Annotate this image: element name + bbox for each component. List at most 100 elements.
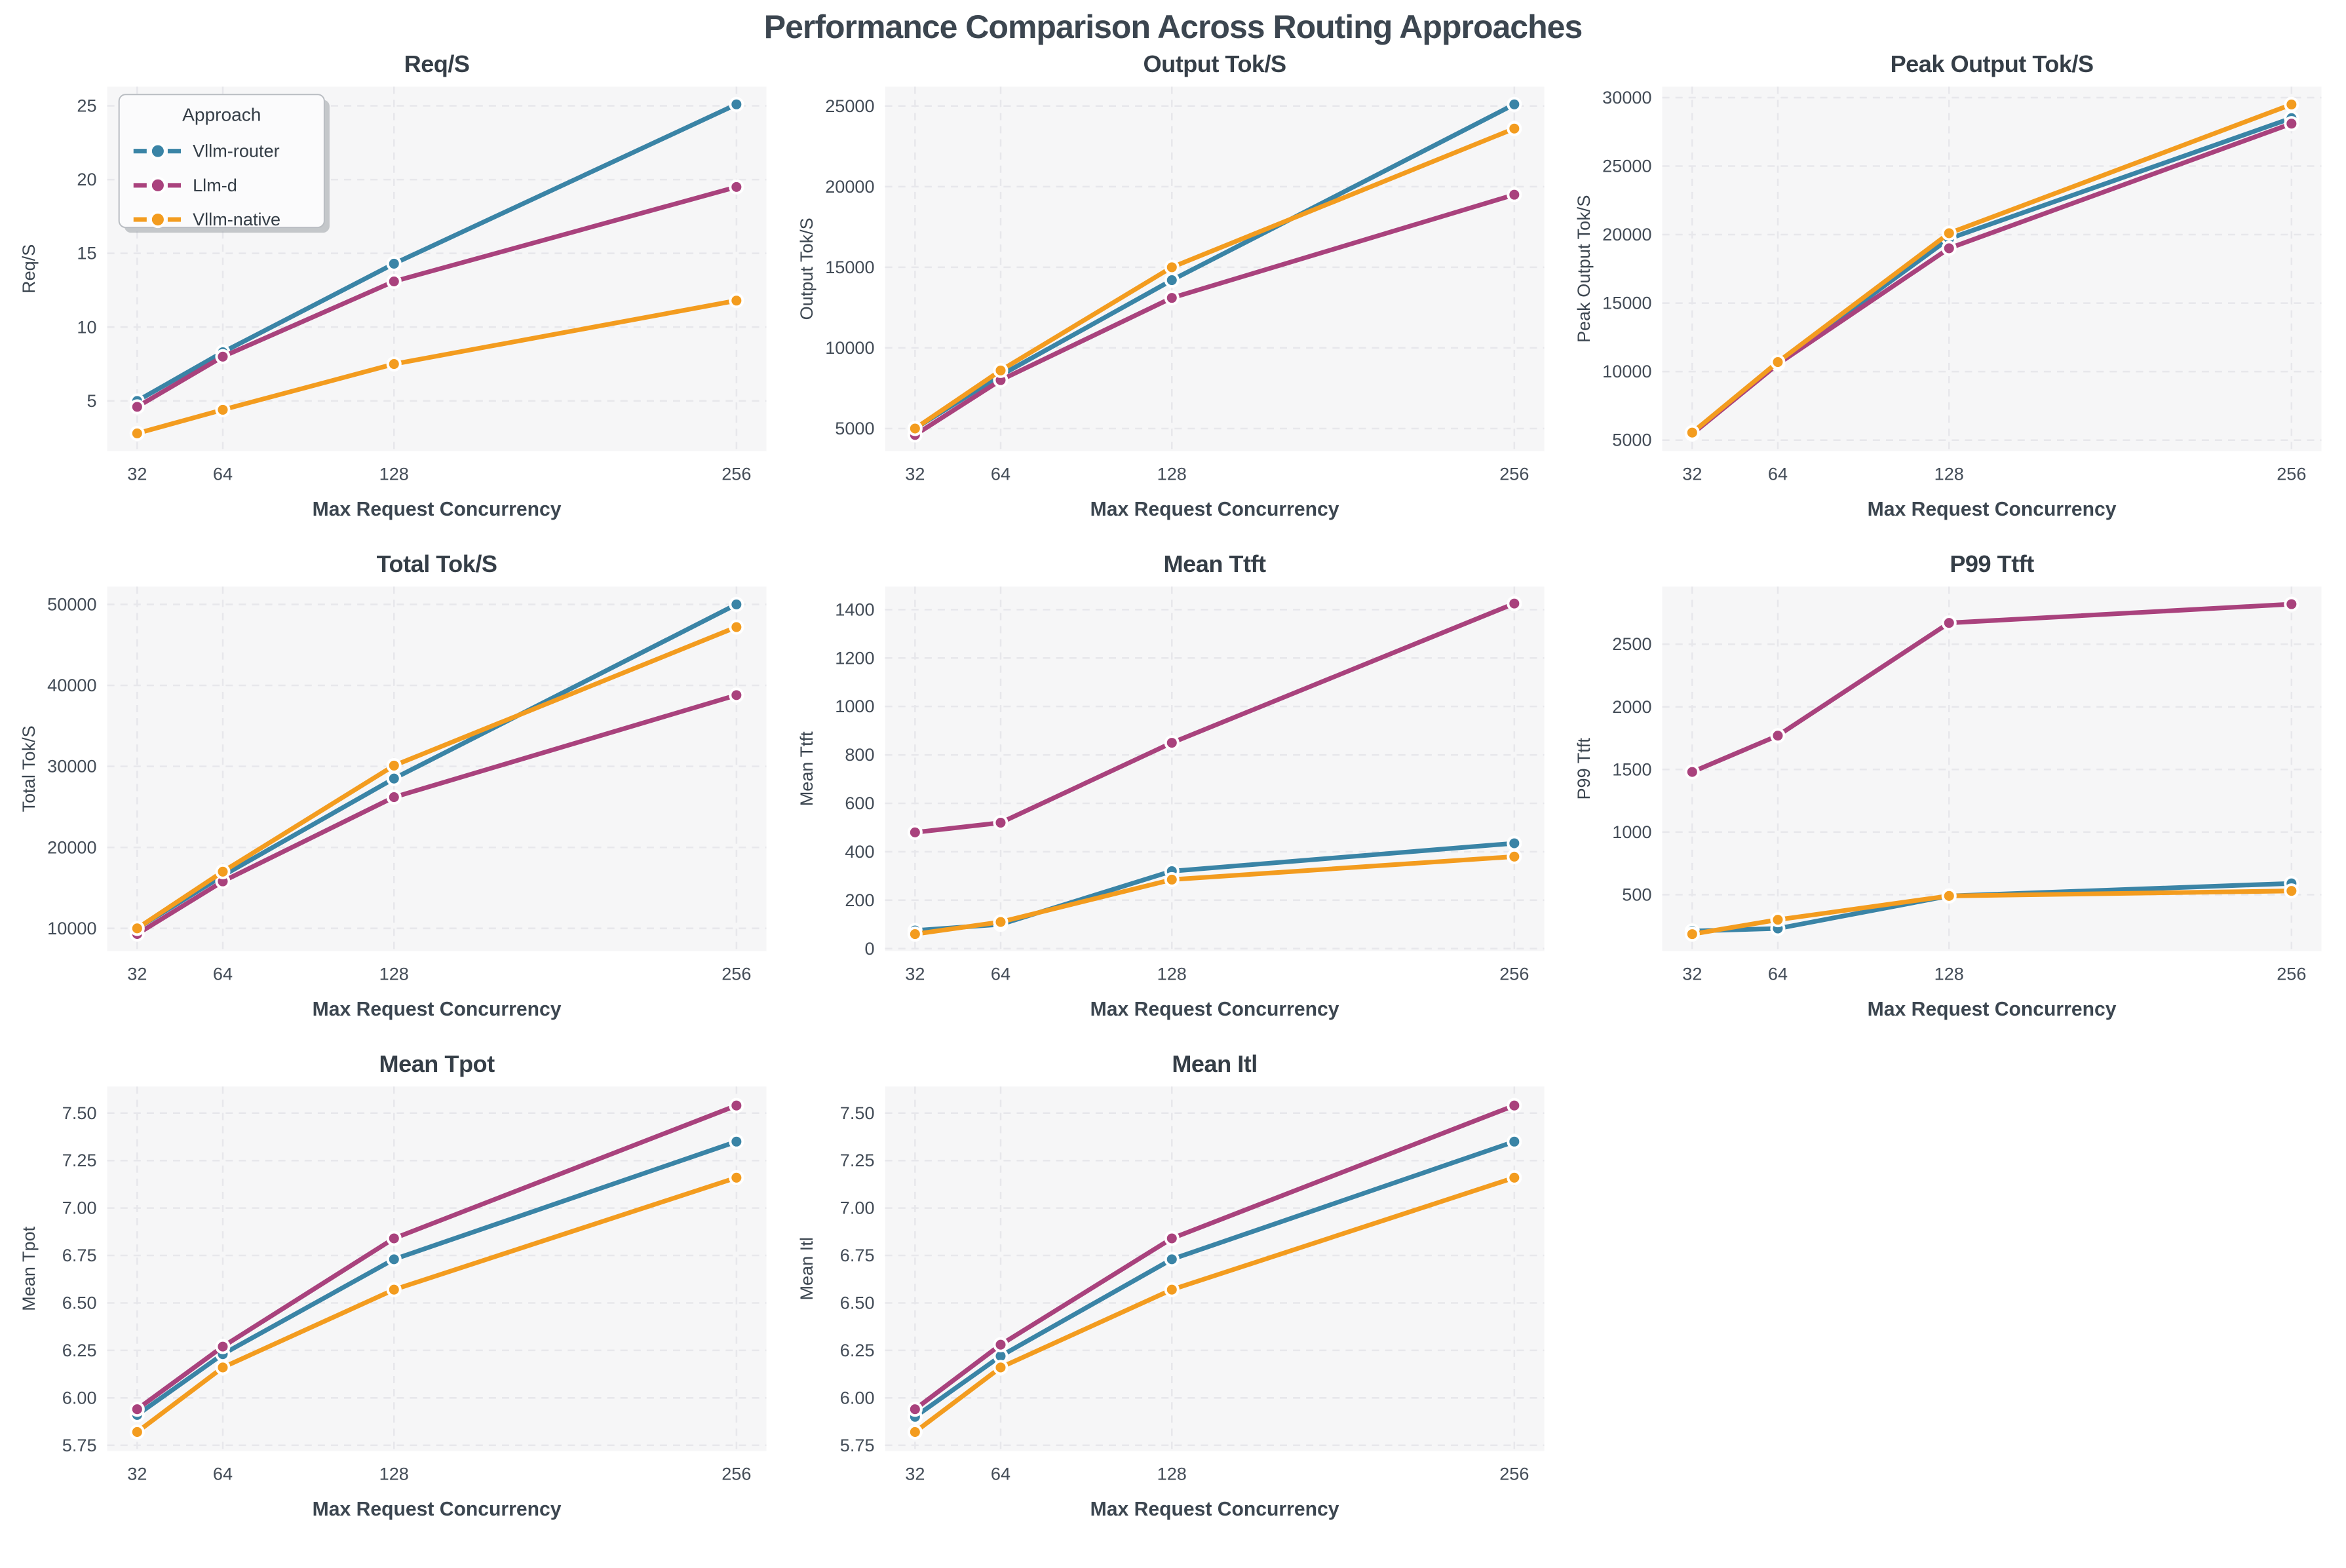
y-tick-label: 0: [864, 938, 874, 959]
x-tick-label: 128: [1157, 464, 1186, 484]
data-marker-vllm-native: [1164, 871, 1180, 887]
y-tick-label: 30000: [1603, 87, 1652, 107]
x-tick-label: 256: [1499, 1464, 1529, 1484]
plot-area: [107, 1086, 767, 1451]
data-marker-vllm-native: [1770, 354, 1786, 370]
y-tick-label: 5000: [1613, 430, 1652, 450]
grid-lines: [885, 1086, 1545, 1451]
x-tick-label: 256: [1499, 464, 1529, 484]
chart-svg: Mean Tpot 5.75 6.00 6.25 6.50 6.75 7.00 7.25 7.5…: [18, 1050, 767, 1520]
y-tick-label: 6.75: [62, 1245, 97, 1265]
data-marker-llm-d: [993, 1337, 1009, 1352]
data-marker-vllm-native: [129, 921, 145, 936]
data-marker-vllm-native: [1770, 912, 1786, 928]
data-marker-llm-d: [1164, 1231, 1180, 1246]
y-axis-label: Total Tok/S: [18, 725, 39, 812]
x-tick-label: 256: [721, 964, 751, 984]
y-tick-label: 6.75: [839, 1245, 874, 1265]
series-line-vllm-router: [134, 102, 739, 404]
y-axis-label: P99 Ttft: [1573, 738, 1594, 800]
y-tick-label: 10000: [47, 918, 96, 938]
data-marker-vllm-native: [2284, 883, 2299, 899]
x-axis-label: Max Request Concurrency: [1868, 999, 2117, 1020]
y-tick-label: 10000: [825, 337, 874, 358]
legend-entry-label: Vllm-router: [193, 141, 279, 161]
data-marker-vllm-native: [1942, 888, 1957, 904]
data-marker-vllm-router: [1164, 1252, 1180, 1267]
y-axis-label: Output Tok/S: [796, 218, 817, 320]
data-marker-vllm-native: [729, 619, 744, 635]
series-line-vllm-native: [912, 126, 1517, 431]
y-tick-label: 200: [845, 890, 874, 910]
y-tick-label: 1500: [1613, 759, 1652, 779]
x-tick-label: 128: [379, 464, 409, 484]
chart-title: Total Tok/S: [377, 550, 497, 577]
data-marker-vllm-native: [907, 1424, 923, 1440]
series-line-vllm-native: [912, 1175, 1517, 1434]
x-axis-label: Max Request Concurrency: [1090, 999, 1339, 1020]
x-tick-label: 256: [721, 1464, 751, 1484]
data-marker-vllm-router: [386, 1252, 402, 1267]
grid-lines: [885, 86, 1545, 451]
x-tick-label: 128: [379, 964, 409, 984]
chart-title: Mean Tpot: [379, 1050, 495, 1077]
data-marker-llm-d: [386, 273, 402, 290]
chart-peak-output-tok-s: Peak Output Tok/S 5000 10000 15000 20000 2500…: [1562, 47, 2339, 547]
y-tick-label: 40000: [47, 675, 96, 695]
grid-lines: [885, 586, 1545, 951]
y-tick-label: 2500: [1613, 634, 1652, 654]
y-axis-label: Req/S: [18, 244, 39, 294]
x-tick-label: 32: [1683, 964, 1702, 984]
data-marker-vllm-native: [907, 421, 923, 436]
data-marker-vllm-native: [386, 356, 402, 372]
data-marker-vllm-router: [729, 96, 744, 112]
y-tick-label: 600: [845, 793, 874, 813]
data-marker-llm-d: [1506, 596, 1522, 611]
series-line-llm-d: [134, 1103, 739, 1412]
x-tick-label: 256: [721, 464, 751, 484]
plot-area: [885, 586, 1545, 951]
chart-output-tok-s: Output Tok/S 5000 10000 15000 20000 25000 32 64…: [784, 47, 1562, 547]
y-axis-label: Mean Itl: [796, 1237, 817, 1300]
x-tick-label: 128: [379, 1464, 409, 1484]
chart-mean-ttft: Mean Ttft 0 200 400 600 800 1000 1200 1400 32 64 12…: [784, 547, 1562, 1047]
y-tick-label: 25000: [825, 96, 874, 116]
chart-total-tok-s: Total Tok/S 10000 20000 30000 40000 50000 32 64…: [7, 547, 784, 1047]
series-line-vllm-router: [134, 1139, 739, 1417]
series-line-llm-d: [912, 192, 1517, 438]
series-line-llm-d: [1690, 602, 2294, 774]
data-marker-vllm-router: [386, 256, 402, 271]
series-line-vllm-native: [134, 624, 739, 931]
data-marker-llm-d: [907, 1402, 923, 1417]
y-tick-label: 800: [845, 744, 874, 765]
data-marker-llm-d: [1164, 735, 1180, 751]
x-tick-label: 32: [127, 964, 147, 984]
grid-lines: [107, 586, 767, 951]
y-tick-label: 2000: [1613, 697, 1652, 717]
x-tick-label: 256: [2277, 964, 2307, 984]
x-axis-label: Max Request Concurrency: [313, 1499, 562, 1520]
data-marker-vllm-router: [1506, 1134, 1522, 1149]
data-marker-vllm-native: [729, 293, 744, 309]
data-marker-vllm-native: [1506, 121, 1522, 136]
y-tick-label: 20: [77, 169, 96, 189]
data-marker-llm-d: [386, 1231, 402, 1246]
y-tick-label: 6.50: [62, 1293, 97, 1313]
data-marker-vllm-native: [386, 1282, 402, 1297]
data-marker-llm-d: [993, 815, 1009, 831]
series-line-llm-d: [134, 184, 739, 410]
data-marker-llm-d: [1506, 187, 1522, 202]
x-tick-label: 64: [1768, 964, 1788, 984]
y-tick-label: 1400: [835, 599, 874, 619]
data-marker-vllm-native: [215, 402, 231, 417]
data-marker-llm-d: [729, 179, 744, 195]
data-marker-llm-d: [729, 687, 744, 703]
page-title: Performance Comparison Across Routing Ap…: [763, 9, 1583, 45]
series-line-vllm-router: [1690, 881, 2294, 934]
y-tick-label: 15000: [825, 257, 874, 277]
y-tick-label: 25: [77, 96, 96, 116]
chart-title: P99 Ttft: [1950, 550, 2035, 577]
legend-entry-label: Vllm-native: [193, 209, 280, 229]
x-tick-label: 128: [1934, 464, 1964, 484]
y-axis-label: Mean Tpot: [18, 1226, 39, 1310]
